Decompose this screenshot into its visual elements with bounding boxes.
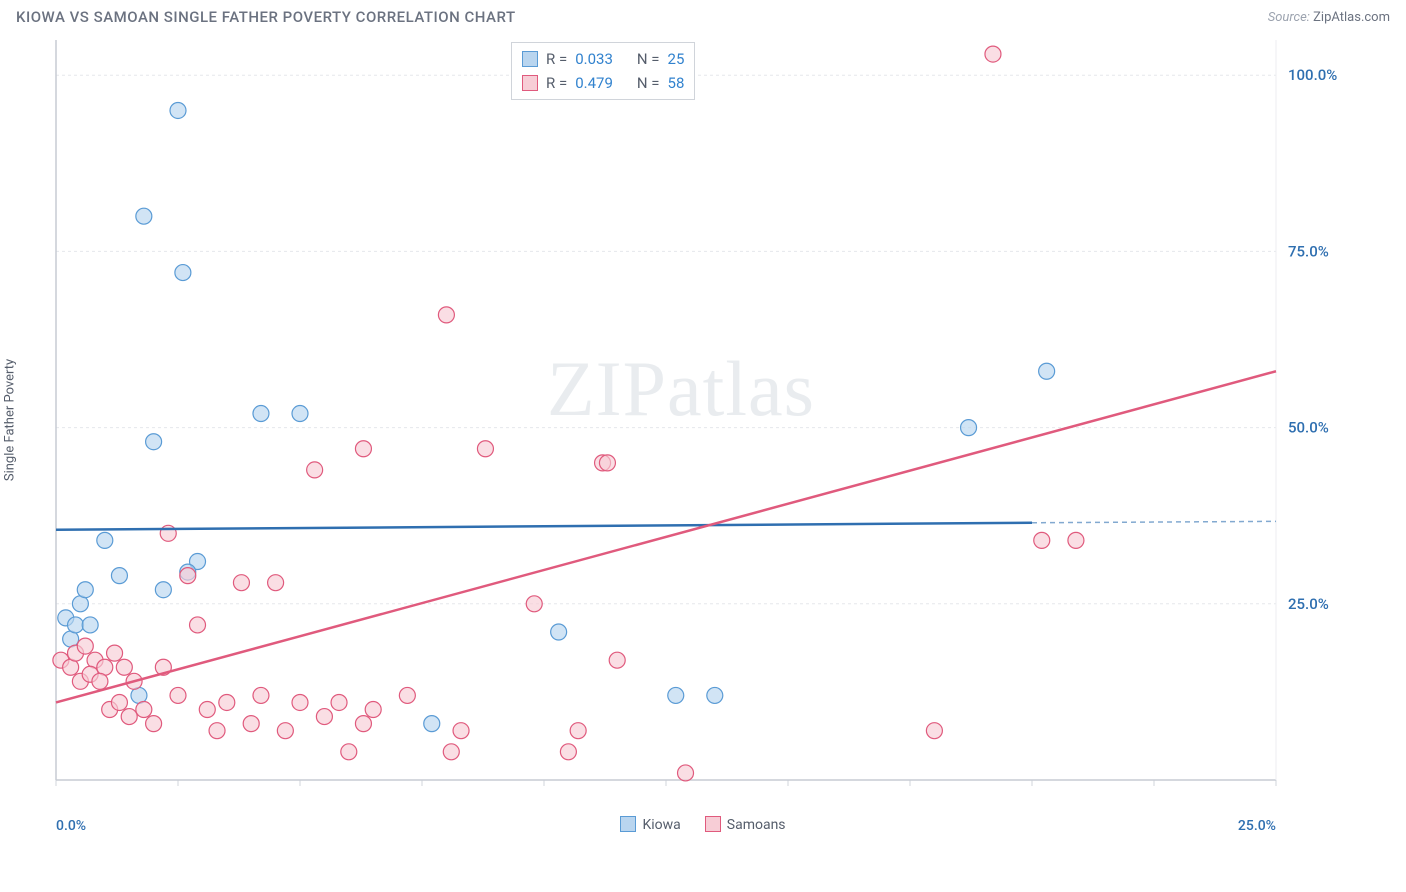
- data-point: [599, 455, 615, 471]
- data-point: [477, 441, 493, 457]
- y-tick-label: 75.0%: [1288, 242, 1329, 260]
- data-point: [1039, 363, 1055, 379]
- x-min-label: 0.0%: [56, 818, 86, 834]
- data-point: [678, 765, 694, 781]
- data-point: [926, 723, 942, 739]
- data-point: [985, 46, 1001, 62]
- data-point: [97, 532, 113, 548]
- stat-r-label: R =: [546, 71, 567, 95]
- data-point: [443, 744, 459, 760]
- x-max-label: 25.0%: [1238, 818, 1276, 834]
- data-point: [146, 716, 162, 732]
- data-point: [233, 575, 249, 591]
- data-point: [438, 307, 454, 323]
- legend-swatch: [522, 51, 538, 67]
- correlation-stats-box: R = 0.033 N = 25 R = 0.479 N = 58: [511, 42, 695, 100]
- data-point: [668, 687, 684, 703]
- data-point: [111, 568, 127, 584]
- data-point: [199, 702, 215, 718]
- data-point: [136, 208, 152, 224]
- data-point: [365, 702, 381, 718]
- data-point: [136, 702, 152, 718]
- data-point: [277, 723, 293, 739]
- y-tick-label: 100.0%: [1288, 66, 1337, 84]
- data-point: [190, 617, 206, 633]
- data-point: [121, 709, 137, 725]
- data-point: [253, 406, 269, 422]
- data-point: [424, 716, 440, 732]
- data-point: [292, 694, 308, 710]
- source-label: Source:: [1268, 10, 1310, 25]
- data-point: [560, 744, 576, 760]
- data-point: [77, 638, 93, 654]
- data-point: [961, 420, 977, 436]
- stats-row: R = 0.479 N = 58: [522, 71, 684, 95]
- data-point: [1034, 532, 1050, 548]
- y-tick-label: 25.0%: [1288, 595, 1329, 613]
- scatter-plot-svg: 25.0% 50.0% 75.0% 100.0%: [16, 30, 1346, 810]
- data-point: [453, 723, 469, 739]
- data-point: [209, 723, 225, 739]
- data-point: [170, 687, 186, 703]
- data-point: [707, 687, 723, 703]
- y-tick-label: 50.0%: [1288, 419, 1329, 437]
- stats-row: R = 0.033 N = 25: [522, 47, 684, 71]
- data-point: [1068, 532, 1084, 548]
- data-point: [341, 744, 357, 760]
- data-point: [355, 441, 371, 457]
- source-credit: Source: ZipAtlas.com: [1268, 10, 1390, 25]
- data-point: [68, 617, 84, 633]
- data-point: [175, 265, 191, 281]
- data-point: [609, 652, 625, 668]
- data-point: [253, 687, 269, 703]
- header-row: KIOWA VS SAMOAN SINGLE FATHER POVERTY CO…: [0, 0, 1406, 30]
- data-point: [107, 645, 123, 661]
- stat-n-value: 25: [668, 47, 685, 71]
- data-point: [243, 716, 259, 732]
- data-point: [551, 624, 567, 640]
- data-point: [111, 694, 127, 710]
- data-point: [92, 673, 108, 689]
- stat-r-value: 0.033: [575, 47, 613, 71]
- data-point: [268, 575, 284, 591]
- y-axis-label: Single Father Poverty: [3, 359, 18, 481]
- x-axis-extent-labels: 0.0% 25.0%: [56, 818, 1276, 834]
- chart-title: KIOWA VS SAMOAN SINGLE FATHER POVERTY CO…: [16, 8, 516, 26]
- legend-swatch: [522, 75, 538, 91]
- data-point: [331, 694, 347, 710]
- data-point: [77, 582, 93, 598]
- data-point: [526, 596, 542, 612]
- data-point: [170, 102, 186, 118]
- data-point: [292, 406, 308, 422]
- source-value: ZipAtlas.com: [1313, 10, 1390, 25]
- data-point: [155, 582, 171, 598]
- data-point: [180, 568, 196, 584]
- stat-n-label: N =: [637, 47, 660, 71]
- data-point: [355, 716, 371, 732]
- data-point: [146, 434, 162, 450]
- data-point: [316, 709, 332, 725]
- data-point: [399, 687, 415, 703]
- data-point: [116, 659, 132, 675]
- stat-r-value: 0.479: [575, 71, 613, 95]
- data-point: [570, 723, 586, 739]
- data-point: [219, 694, 235, 710]
- stat-n-label: N =: [637, 71, 660, 95]
- data-point: [307, 462, 323, 478]
- stat-n-value: 58: [668, 71, 685, 95]
- data-point: [82, 617, 98, 633]
- chart-area: Single Father Poverty ZIPatlas 25.0%50.0…: [16, 30, 1346, 810]
- stat-r-label: R =: [546, 47, 567, 71]
